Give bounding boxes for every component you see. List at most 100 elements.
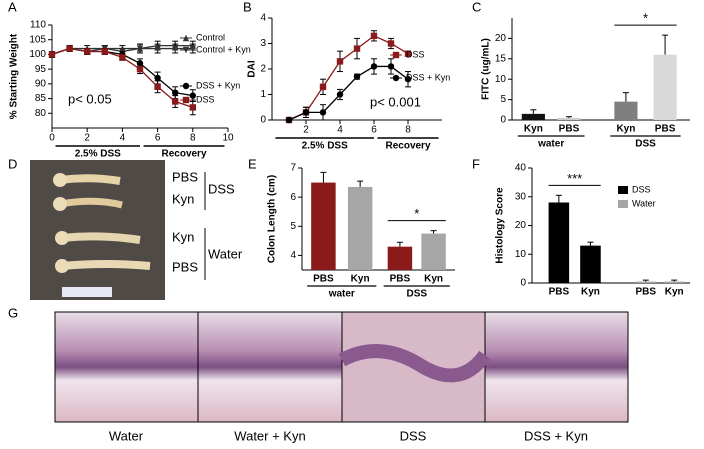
marker: [172, 89, 179, 96]
panel-label: F: [472, 156, 480, 171]
marker: [66, 45, 73, 52]
legend-marker: [182, 82, 190, 90]
legend-swatch: [618, 200, 628, 208]
bar: [347, 186, 373, 270]
marker: [154, 74, 161, 82]
image-caption: Water: [109, 428, 144, 443]
y-tick-label: 105: [29, 34, 46, 45]
y-axis-label: Colon Length (cm): [267, 175, 278, 263]
histology-images: [54, 311, 629, 423]
legend-marker: [182, 46, 190, 54]
y-tick-label: 1: [260, 89, 266, 100]
x-tick-label: 8: [405, 125, 411, 136]
y-tick-label: 20: [515, 220, 527, 231]
bar: [653, 54, 677, 120]
x-tick-label: 6: [155, 133, 161, 144]
group-label: DSS: [635, 139, 656, 150]
marker: [370, 32, 378, 40]
marker: [336, 91, 344, 98]
group-tag: DSS: [208, 181, 235, 196]
x-tick-label: 10: [222, 133, 234, 144]
y-tick-label: 6: [290, 192, 296, 203]
panel-label: G: [8, 305, 18, 320]
legend-swatch: [618, 186, 628, 194]
y-axis-label: DAI: [247, 60, 258, 77]
y-tick-label: 4: [290, 250, 296, 261]
colon-photo: [30, 160, 206, 300]
marker: [154, 45, 161, 52]
y-tick-label: 2: [260, 64, 266, 75]
image-caption: Water + Kyn: [234, 428, 305, 443]
marker: [370, 63, 378, 70]
marker: [189, 104, 196, 111]
legend-label: DSS: [196, 94, 215, 104]
y-tick-label: 80: [35, 108, 47, 119]
x-tick-label: PBS: [313, 274, 334, 285]
marker: [172, 98, 179, 105]
legend-label: DSS: [632, 184, 651, 194]
y-tick-label: 30: [515, 191, 527, 202]
legend-label: DSS + Kyn: [406, 72, 450, 82]
marker: [48, 51, 56, 58]
y-tick-label: 10: [515, 249, 527, 260]
y-tick-label: 3: [260, 38, 266, 49]
y-tick-label: 110: [30, 20, 46, 31]
annotation: p< 0.001: [370, 94, 421, 109]
x-tick-label: Kyn: [665, 287, 684, 298]
y-tick-label: 0: [500, 115, 506, 126]
bar: [663, 281, 685, 283]
marker: [336, 58, 344, 65]
phase-label: Recovery: [161, 149, 206, 160]
x-tick-label: 4: [337, 125, 343, 136]
marker: [119, 54, 126, 61]
y-tick-label: 4: [260, 13, 266, 24]
marker: [387, 40, 395, 47]
marker: [353, 45, 361, 52]
y-tick-label: 15: [495, 53, 507, 64]
phase-label: Recovery: [385, 141, 430, 152]
annotation: p< 0.05: [68, 91, 112, 106]
group-tag: Water: [208, 246, 243, 261]
x-tick-label: PBS: [549, 287, 570, 298]
marker: [319, 109, 327, 116]
x-tick-label: 6: [371, 125, 377, 136]
marker: [302, 109, 310, 116]
image-caption: DSS: [400, 428, 427, 443]
group-label: DSS: [406, 289, 427, 300]
significance: *: [643, 11, 648, 26]
y-tick-label: 5: [290, 221, 296, 232]
marker: [285, 116, 293, 124]
bar: [614, 101, 638, 120]
marker: [404, 50, 412, 57]
x-tick-label: 0: [49, 133, 55, 144]
panel-label: D: [8, 156, 17, 171]
legend-label: Control + Kyn: [196, 44, 251, 54]
marker: [189, 92, 196, 99]
phase-label: 2.5% DSS: [75, 149, 121, 160]
bar: [521, 113, 545, 120]
x-tick-label: PBS: [635, 287, 656, 298]
x-tick-label: PBS: [655, 124, 676, 135]
marker: [189, 45, 196, 52]
x-tick-label: Kyn: [581, 287, 600, 298]
bar: [635, 281, 657, 283]
y-tick-label: 0: [520, 278, 526, 289]
bar: [557, 117, 581, 120]
group-label: water: [537, 139, 564, 150]
phase-label: 2.5% DSS: [302, 141, 348, 152]
bar: [387, 246, 413, 270]
panel-label: C: [472, 0, 481, 14]
legend-marker: [182, 34, 190, 42]
marker: [101, 48, 108, 55]
panel-label: B: [243, 0, 252, 14]
legend-marker: [392, 74, 400, 82]
x-tick-label: PBS: [559, 124, 580, 135]
marker: [172, 45, 179, 52]
bar: [421, 233, 446, 270]
legend-label: DSS + Kyn: [196, 80, 240, 90]
marker: [136, 45, 144, 52]
y-tick-label: 0: [260, 115, 266, 126]
legend-marker: [182, 96, 190, 104]
marker: [154, 83, 161, 90]
